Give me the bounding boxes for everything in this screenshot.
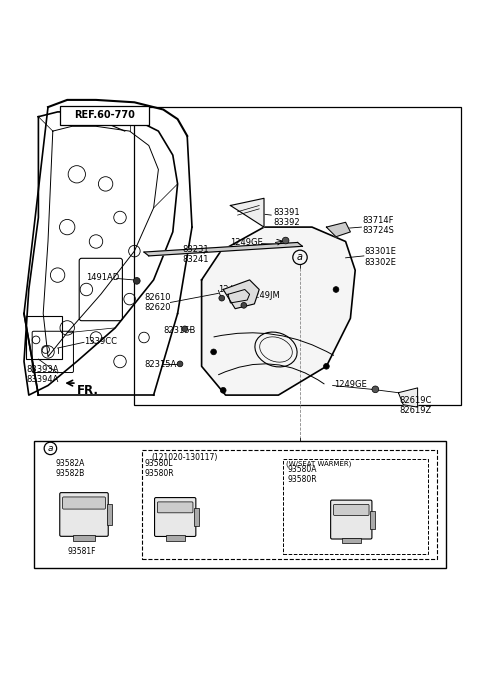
Text: 1491AD: 1491AD	[86, 273, 120, 282]
Bar	[26, 316, 62, 359]
Text: 83714F
83724S: 83714F 83724S	[362, 216, 394, 236]
Polygon shape	[326, 222, 350, 237]
FancyBboxPatch shape	[155, 497, 196, 537]
Text: 1339CC: 1339CC	[84, 337, 117, 346]
FancyBboxPatch shape	[331, 500, 372, 539]
Circle shape	[282, 237, 289, 244]
Text: 82315A: 82315A	[144, 360, 176, 369]
Bar	[72, 535, 96, 541]
Text: (121020-130117): (121020-130117)	[151, 453, 217, 462]
Circle shape	[333, 287, 339, 292]
Bar	[283, 459, 428, 554]
Polygon shape	[144, 242, 302, 256]
FancyBboxPatch shape	[62, 497, 106, 509]
Text: 82610
82620: 82610 82620	[144, 293, 170, 312]
Bar	[142, 450, 437, 560]
Bar	[134, 107, 461, 405]
Bar	[371, 510, 375, 529]
Polygon shape	[398, 388, 418, 407]
Circle shape	[182, 326, 188, 331]
Text: FR.: FR.	[77, 384, 99, 397]
Text: 93581F: 93581F	[67, 547, 96, 556]
Text: 93580L
93580R: 93580L 93580R	[144, 459, 174, 479]
Text: 83231
83241: 83231 83241	[182, 245, 209, 264]
Text: 1249GE: 1249GE	[334, 380, 366, 389]
FancyBboxPatch shape	[60, 493, 108, 537]
Polygon shape	[223, 280, 259, 308]
Circle shape	[372, 386, 379, 393]
Text: 1249JM: 1249JM	[249, 291, 279, 300]
FancyBboxPatch shape	[157, 502, 193, 513]
Text: a: a	[48, 444, 53, 453]
Text: 83301E
83302E: 83301E 83302E	[365, 247, 396, 267]
Text: 83393A
83394A: 83393A 83394A	[26, 364, 59, 384]
Text: 82619C
82619Z: 82619C 82619Z	[399, 396, 432, 415]
Text: 1249LB: 1249LB	[218, 285, 250, 294]
Bar	[107, 504, 111, 524]
Bar	[166, 535, 185, 541]
Bar	[34, 441, 446, 568]
FancyBboxPatch shape	[60, 106, 149, 125]
Text: 83391
83392: 83391 83392	[274, 208, 300, 227]
Text: 93580A
93580R: 93580A 93580R	[287, 464, 317, 484]
Circle shape	[241, 302, 247, 308]
Text: 82315B: 82315B	[163, 326, 195, 335]
Circle shape	[177, 361, 183, 367]
Text: REF.60-770: REF.60-770	[74, 110, 135, 120]
Text: 1249GE: 1249GE	[230, 238, 263, 248]
Polygon shape	[230, 198, 264, 227]
Circle shape	[324, 363, 329, 369]
Circle shape	[219, 295, 225, 301]
Circle shape	[220, 387, 226, 393]
Text: a: a	[297, 252, 303, 263]
Circle shape	[211, 349, 216, 355]
Circle shape	[133, 277, 140, 284]
FancyBboxPatch shape	[334, 504, 369, 516]
Polygon shape	[202, 227, 355, 395]
Bar	[342, 537, 361, 543]
Text: (W/SEAT WARMER): (W/SEAT WARMER)	[286, 460, 351, 467]
Bar	[194, 508, 199, 526]
Text: 93582A
93582B: 93582A 93582B	[55, 459, 84, 479]
